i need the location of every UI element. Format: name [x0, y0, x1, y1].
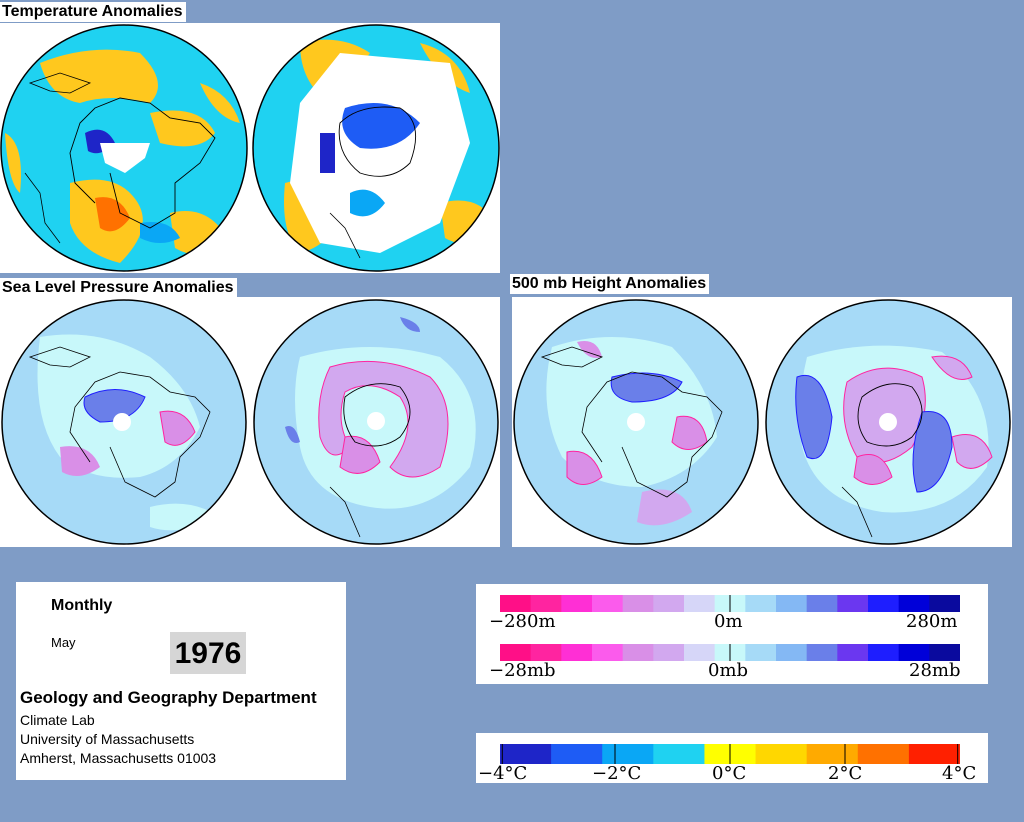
- color-bar-swatch: [868, 644, 900, 661]
- color-bar-swatch: [908, 744, 961, 764]
- slp-title: Sea Level Pressure Anomalies: [0, 278, 237, 298]
- slp-map-panel: [0, 297, 500, 547]
- temperature-legend: −4°C −2°C 0°C 2°C 4°C: [476, 733, 988, 784]
- color-bar-swatch: [745, 644, 777, 661]
- color-bar-swatch: [868, 595, 900, 612]
- pressure-color-bar: [500, 644, 961, 661]
- color-bar-swatch: [755, 744, 808, 764]
- color-bar-swatch: [653, 595, 685, 612]
- height-min-label: −280m: [489, 611, 556, 632]
- color-bar-swatch: [745, 595, 777, 612]
- color-bar-swatch: [684, 644, 716, 661]
- slp-map-north: [2, 300, 246, 544]
- month-label: May: [51, 635, 76, 650]
- temperature-tick-minus4: −4°C: [478, 763, 528, 784]
- color-bar-swatch: [561, 644, 593, 661]
- info-box: Monthly May 1976 Geology and Geography D…: [16, 582, 346, 780]
- color-bar-swatch: [622, 644, 654, 661]
- height-mid-label: 0m: [714, 611, 743, 632]
- color-bar-swatch: [622, 595, 654, 612]
- anomaly-legend: −280m 0m 280m −28mb 0mb 28mb: [476, 584, 988, 684]
- height-color-bar: [500, 595, 961, 612]
- color-bar-swatch: [530, 595, 562, 612]
- color-bar-swatch: [551, 744, 603, 764]
- pressure-mid-label: 0mb: [708, 660, 749, 681]
- height-map-panel: [512, 297, 1012, 547]
- temperature-map-north: [1, 25, 247, 271]
- temperature-color-bar: [500, 744, 961, 764]
- color-bar-swatch: [561, 595, 593, 612]
- temperature-map-panel: [0, 23, 500, 273]
- color-bar-swatch: [929, 644, 961, 661]
- period-label: Monthly: [51, 597, 113, 614]
- temperature-tick-2: 2°C: [828, 763, 863, 784]
- color-bar-swatch: [653, 744, 706, 764]
- height-max-label: 280m: [906, 611, 958, 632]
- temperature-map-south: [253, 25, 499, 271]
- color-bar-swatch: [776, 644, 808, 661]
- pressure-max-label: 28mb: [909, 660, 961, 681]
- university-label: University of Massachusetts: [20, 731, 195, 747]
- department-label: Geology and Geography Department: [20, 688, 317, 707]
- color-bar-swatch: [806, 744, 859, 764]
- color-bar-swatch: [500, 744, 552, 764]
- color-bar-swatch: [653, 644, 685, 661]
- color-bar-swatch: [837, 595, 869, 612]
- color-bar-swatch: [898, 644, 930, 661]
- color-bar-swatch: [592, 644, 624, 661]
- temperature-tick-0: 0°C: [712, 763, 747, 784]
- color-bar-swatch: [592, 595, 624, 612]
- color-bar-swatch: [837, 644, 869, 661]
- color-bar-swatch: [500, 595, 532, 612]
- color-bar-swatch: [857, 744, 910, 764]
- height-map-south: [766, 300, 1010, 544]
- year-label: 1976: [170, 632, 246, 674]
- pressure-min-label: −28mb: [489, 660, 556, 681]
- temperature-tick-4: 4°C: [942, 763, 977, 784]
- temperature-title: Temperature Anomalies: [0, 2, 186, 22]
- color-bar-swatch: [929, 595, 961, 612]
- height-title: 500 mb Height Anomalies: [510, 274, 710, 294]
- color-bar-swatch: [500, 644, 532, 661]
- color-bar-swatch: [806, 644, 838, 661]
- color-bar-swatch: [806, 595, 838, 612]
- temperature-tick-minus2: −2°C: [592, 763, 642, 784]
- color-bar-swatch: [684, 595, 716, 612]
- color-bar-swatch: [898, 595, 930, 612]
- color-bar-swatch: [602, 744, 654, 764]
- color-bar-swatch: [776, 595, 808, 612]
- color-bar-swatch: [530, 644, 562, 661]
- address-label: Amherst, Massachusetts 01003: [20, 750, 217, 766]
- lab-label: Climate Lab: [20, 712, 95, 728]
